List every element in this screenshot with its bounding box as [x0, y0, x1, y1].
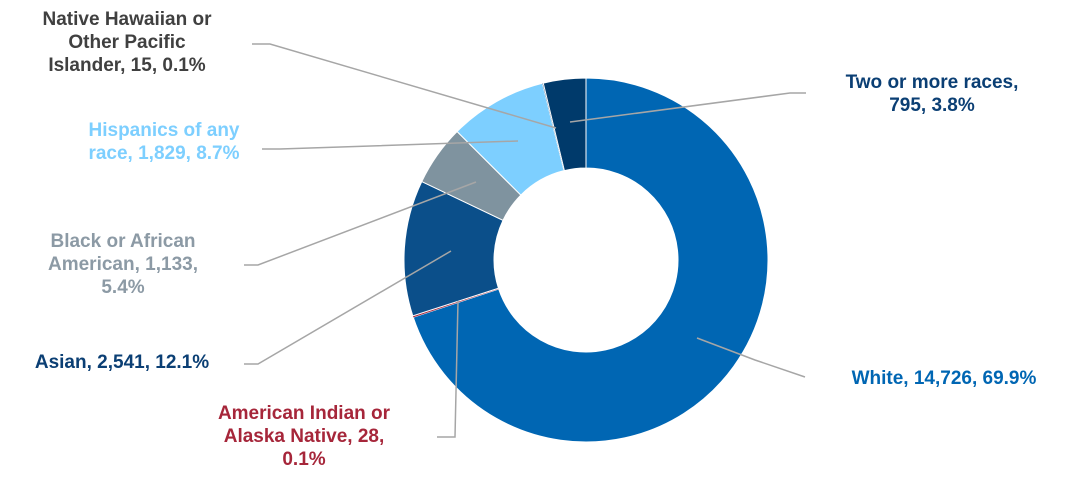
data-label-line: race, 1,829, 8.7% [88, 143, 239, 164]
data-label-line: Hispanics of any [89, 120, 240, 141]
data-label-line: Two or more races, [846, 72, 1019, 93]
data-label-line: American, 1,133, [48, 254, 198, 275]
data-label-line: Native Hawaiian or [43, 9, 213, 30]
data-label-native-hawaiian-or-other-pacific-islander: Native Hawaiian or Other Pacific Islander,… [43, 9, 213, 76]
slice-two-or-more-races [542, 77, 587, 172]
data-label-line: White, 14,726, 69.9% [852, 368, 1037, 389]
data-label-black-or-african-american: Black or African American, 1,133, 5.4% [48, 231, 198, 298]
data-label-line: 795, 3.8% [889, 95, 975, 116]
data-label-asian: Asian, 2,541, 12.1% [35, 352, 209, 373]
slices [403, 77, 769, 443]
data-label-two-or-more-races: Two or more races, 795, 3.8% [846, 72, 1019, 116]
data-label-line: Black or African [50, 231, 195, 252]
data-label-american-indian-or-alaska-native: American Indian or Alaska Native, 28, 0.1% [218, 403, 391, 470]
leader-line-white [696, 337, 806, 378]
data-label-line: American Indian or [218, 403, 391, 424]
slice-white [412, 77, 769, 443]
leader-line-asian [244, 250, 452, 365]
data-label-white: White, 14,726, 69.9% [852, 368, 1037, 389]
data-labels: White, 14,726, 69.9% American Indian or Al… [35, 9, 1037, 470]
data-label-line: Alaska Native, 28, [224, 426, 385, 447]
leader-line-two-or-more-races [569, 92, 806, 123]
data-label-line: Other Pacific [68, 32, 186, 53]
leader-line-black-or-african-american [244, 181, 477, 266]
leader-line-american-indian-or-alaska-native [437, 300, 459, 438]
data-label-hispanics-of-any-race: Hispanics of any race, 1,829, 8.7% [88, 120, 239, 164]
data-label-line: 0.1% [282, 449, 325, 470]
data-label-line: 5.4% [101, 277, 144, 298]
data-label-line: Asian, 2,541, 12.1% [35, 352, 209, 373]
data-label-line: Islander, 15, 0.1% [48, 55, 205, 76]
leader-lines [244, 43, 806, 438]
leader-line-hispanics-of-any-race [262, 140, 519, 150]
leader-line-native-hawaiian-or-other-pacific-islander [252, 43, 557, 129]
